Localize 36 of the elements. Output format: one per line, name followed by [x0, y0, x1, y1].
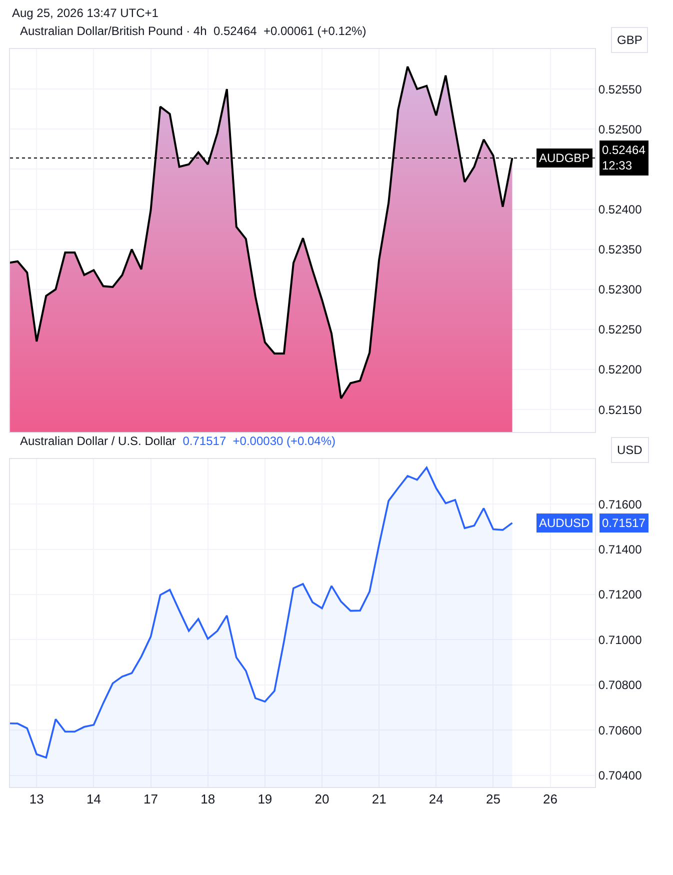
chart-title: Australian Dollar / U.S. Dollar: [20, 434, 176, 448]
text: Aug 25, 2026 13:47 UTC+1: [12, 6, 159, 20]
chart-title: Australian Dollar/British Pound · 4h: [20, 24, 207, 38]
y-tick-label: 0.52200: [598, 362, 642, 377]
x-tick-label: 18: [200, 792, 216, 807]
y-tick-label: 0.70600: [598, 723, 642, 738]
ref-line-label: AUDGBP: [539, 151, 590, 165]
text: 0.71517: [602, 516, 646, 530]
y-tick-label: 0.52300: [598, 282, 642, 297]
y-tick-label: 0.52550: [598, 82, 642, 96]
y-tick-label: 0.52350: [598, 242, 642, 257]
x-tick-label: 21: [372, 792, 386, 807]
y-tick-label: 0.70800: [598, 678, 642, 692]
x-tick-label: 20: [314, 792, 330, 807]
y-tick-label: 0.52150: [598, 402, 642, 417]
y-tick-label: 0.52500: [598, 122, 642, 136]
annotation: AUDUSD: [539, 516, 590, 530]
chart-subtitle: 0.52464 +0.00061 (+0.12%): [213, 24, 366, 38]
y-tick-label: 0.52400: [598, 202, 642, 216]
y-tick-label: 0.71200: [598, 588, 642, 602]
y-tick-label: 0.71400: [598, 542, 642, 557]
x-tick-label: 24: [428, 792, 444, 807]
x-tick-label: 26: [543, 792, 558, 807]
x-tick-label: 17: [144, 792, 158, 807]
x-tick-label: 25: [486, 792, 500, 807]
y-axis-title: GBP: [617, 33, 642, 47]
chart-subtitle: 0.71517 +0.00030 (+0.04%): [182, 434, 336, 448]
y-axis-title: USD: [617, 443, 643, 457]
x-tick-label: 14: [86, 792, 101, 807]
text: 0.52464 12:33: [602, 143, 646, 173]
y-tick-label: 0.70400: [598, 768, 642, 782]
y-tick-label: 0.52250: [598, 322, 642, 337]
x-tick-label: 19: [258, 792, 272, 807]
y-tick-label: 0.71000: [598, 632, 642, 647]
y-tick-label: 0.71600: [598, 497, 642, 512]
x-tick-label: 13: [29, 792, 44, 807]
